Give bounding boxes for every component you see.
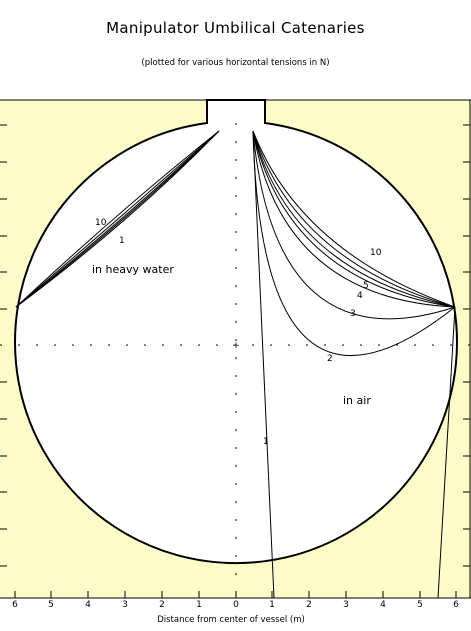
x-tick-label: 0 (233, 600, 239, 610)
x-tick-label: 4 (85, 600, 91, 610)
x-tick-label: 6 (453, 600, 459, 610)
left-ticks (0, 124, 7, 567)
diagram-title: Manipulator Umbilical Catenaries (106, 19, 365, 37)
label-air-2: 2 (327, 354, 333, 364)
air-curve-5 (252, 130, 456, 308)
center-marker: + (232, 341, 240, 351)
label-air-10: 10 (370, 248, 382, 258)
heavy-water-curve-10 (15, 130, 220, 308)
heavy-water-curve-7 (15, 130, 220, 308)
x-tick-label: 1 (269, 600, 275, 610)
heavy-water-curve-5 (15, 130, 220, 308)
annotation-air: in air (343, 394, 371, 407)
label-air-3: 3 (350, 309, 356, 319)
air-curves (252, 130, 456, 599)
x-tick-label: 4 (380, 600, 386, 610)
air-curve-4 (252, 130, 456, 308)
x-tick-label: 3 (343, 600, 349, 610)
x-tick-label: 6 (12, 600, 18, 610)
x-tick-label: 1 (196, 600, 202, 610)
label-air-4: 4 (357, 291, 363, 301)
annotation-heavy-water: in heavy water (92, 263, 174, 276)
x-tick-label: 2 (306, 600, 312, 610)
x-axis-tick-labels: 6 5 4 3 2 1 0 1 2 3 4 5 6 (12, 600, 459, 610)
x-tick-label: 5 (48, 600, 54, 610)
air-curve-8 (252, 130, 456, 308)
right-ticks (463, 124, 470, 567)
air-curve-1-right-branch (437, 306, 456, 599)
label-air-1: 1 (263, 437, 269, 447)
x-tick-label: 3 (122, 600, 128, 610)
x-axis-label: Distance from center of vessel (m) (157, 615, 305, 625)
heavy-water-curve-3 (15, 130, 220, 308)
heavy-water-curves (15, 130, 220, 308)
air-curve-1 (252, 130, 275, 599)
label-heavy-water-10: 10 (95, 218, 107, 228)
air-curve-2 (252, 130, 456, 357)
heavy-water-curve-1 (15, 130, 220, 308)
air-curve-10 (252, 130, 456, 308)
x-tick-label: 5 (417, 600, 423, 610)
bottom-ticks (14, 591, 457, 598)
label-heavy-water-1: 1 (119, 236, 125, 246)
x-tick-label: 2 (159, 600, 165, 610)
air-curve-6 (252, 130, 456, 308)
air-curve-3 (252, 130, 456, 320)
diagram-subtitle: (plotted for various horizontal tensions… (141, 58, 330, 68)
curve-labels: 10 1 10 5 4 3 2 1 (95, 218, 382, 447)
label-air-5: 5 (363, 281, 369, 291)
